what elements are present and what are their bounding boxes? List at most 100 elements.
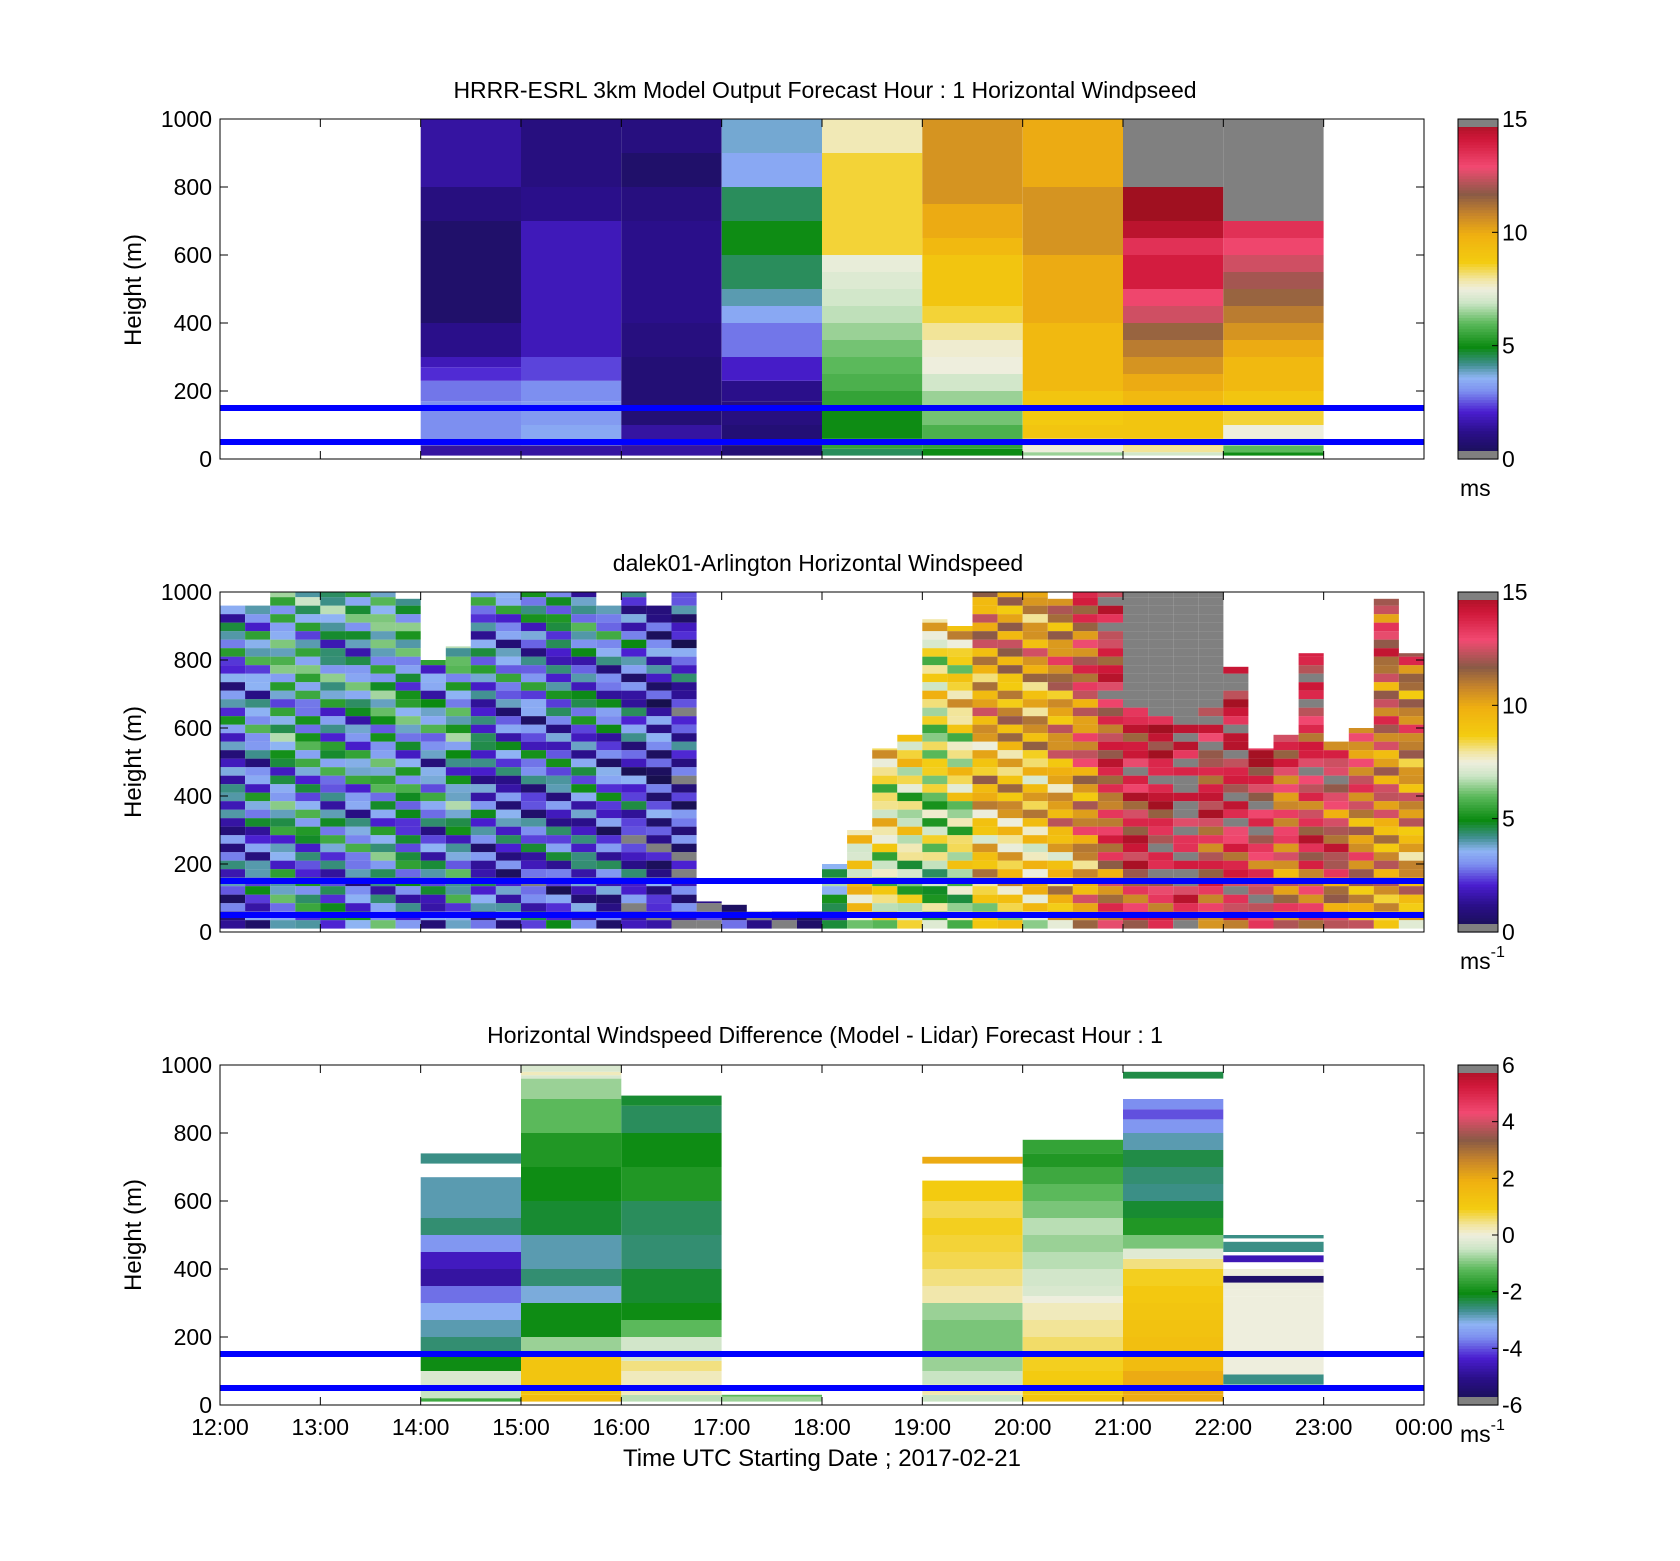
heatmap-cell: [571, 775, 597, 785]
heatmap-cell: [646, 665, 672, 674]
heatmap-cell: [546, 639, 572, 649]
panel-title: dalek01-Arlington Horizontal Windspeed: [613, 550, 1023, 576]
colorbar-under-cap: [1458, 924, 1498, 932]
heatmap-cell: [972, 682, 998, 691]
heatmap-cell: [997, 707, 1023, 717]
heatmap-cell: [1123, 1303, 1224, 1320]
heatmap-cell: [445, 792, 471, 802]
heatmap-cell: [245, 716, 271, 725]
y-tick-label: 400: [174, 783, 212, 809]
heatmap-cell: [897, 826, 923, 836]
heatmap-cell: [1097, 605, 1123, 615]
colorbar-segment: [1458, 314, 1498, 318]
heatmap-cell: [521, 784, 547, 793]
heatmap-cell: [1022, 699, 1048, 708]
heatmap-cell: [571, 614, 597, 623]
heatmap-cell: [320, 809, 346, 819]
heatmap-cell: [1198, 767, 1224, 776]
heatmap-cell: [1047, 724, 1073, 734]
colorbar-segment: [1458, 427, 1498, 432]
heatmap-cell: [872, 835, 898, 844]
heatmap-cell: [1148, 605, 1174, 615]
heatmap-cell: [1198, 903, 1224, 912]
heatmap-cell: [1223, 1296, 1324, 1375]
heatmap-cell: [671, 843, 697, 853]
heatmap-cell: [1148, 639, 1174, 649]
colorbar-segment: [1458, 617, 1498, 621]
heatmap-cell: [295, 597, 321, 606]
heatmap-cell: [1173, 826, 1199, 836]
colorbar-segment: [1458, 425, 1498, 429]
heatmap-cell: [1348, 801, 1374, 810]
heatmap-cell: [947, 809, 973, 819]
x-tick-label: 23:00: [1295, 1414, 1353, 1440]
colorbar-segment: [1458, 1339, 1498, 1344]
heatmap-cell: [521, 1065, 622, 1072]
heatmap-cell: [445, 716, 471, 725]
heatmap-cell: [1097, 741, 1123, 751]
colorbar-segment: [1458, 1133, 1498, 1137]
heatmap-cell: [1373, 767, 1399, 776]
heatmap-cell: [671, 614, 697, 623]
heatmap-cell: [1047, 605, 1073, 615]
heatmap-cell: [1173, 639, 1199, 649]
colorbar-segment: [1458, 1303, 1498, 1307]
heatmap-cell: [470, 784, 496, 793]
heatmap-cell: [922, 826, 948, 836]
heatmap-cell: [1123, 894, 1149, 904]
heatmap-cell: [445, 894, 471, 904]
colorbar-segment: [1458, 796, 1498, 800]
heatmap-cell: [345, 665, 371, 674]
heatmap-cell: [521, 835, 547, 844]
heatmap-cell: [546, 775, 572, 785]
colorbar-segment: [1458, 147, 1498, 151]
colorbar-tick-label: 6: [1502, 1052, 1515, 1078]
heatmap-cell: [1097, 592, 1123, 598]
heatmap-cell: [1022, 323, 1123, 357]
heatmap-cell: [897, 741, 923, 751]
heatmap-cell: [947, 860, 973, 870]
colorbar-segment: [1458, 1192, 1498, 1196]
heatmap-cell: [1373, 656, 1399, 666]
colorbar-segment: [1458, 133, 1498, 137]
heatmap-cell: [822, 119, 923, 153]
heatmap-cell: [571, 741, 597, 751]
heatmap-cell: [495, 852, 521, 861]
heatmap-cell: [1072, 639, 1098, 649]
heatmap-cell: [1047, 622, 1073, 632]
heatmap-cell: [1123, 690, 1149, 700]
heatmap-cell: [1298, 809, 1324, 819]
heatmap-cell: [370, 903, 396, 912]
heatmap-cell: [972, 741, 998, 751]
colorbar-segment: [1458, 1331, 1498, 1335]
heatmap-cell: [395, 605, 421, 615]
heatmap-cell: [220, 690, 246, 700]
x-tick-label: 13:00: [292, 1414, 350, 1440]
x-tick-label: 00:00: [1395, 1414, 1453, 1440]
colorbar-segment: [1458, 1229, 1498, 1233]
heatmap-cell: [972, 843, 998, 853]
heatmap-cell: [1123, 1167, 1224, 1184]
heatmap-cell: [671, 758, 697, 768]
heatmap-cell: [270, 733, 296, 742]
heatmap-cell: [1047, 869, 1073, 878]
heatmap-cell: [621, 869, 647, 878]
colorbar-segment: [1458, 770, 1498, 774]
heatmap-cell: [1173, 682, 1199, 691]
heatmap-cell: [1323, 903, 1349, 912]
heatmap-cell: [1273, 903, 1299, 912]
heatmap-cell: [1123, 869, 1149, 878]
heatmap-cell: [1173, 843, 1199, 853]
heatmap-cell: [495, 690, 521, 700]
heatmap-cell: [646, 767, 672, 776]
heatmap-cell: [847, 852, 873, 861]
heatmap-cell: [220, 605, 246, 615]
heatmap-cell: [1123, 665, 1149, 674]
heatmap-cell: [1148, 843, 1174, 853]
heatmap-cell: [546, 852, 572, 861]
heatmap-cell: [345, 809, 371, 819]
colorbar-segment: [1458, 685, 1498, 689]
heatmap-cell: [1223, 792, 1249, 802]
heatmap-cell: [521, 682, 547, 691]
